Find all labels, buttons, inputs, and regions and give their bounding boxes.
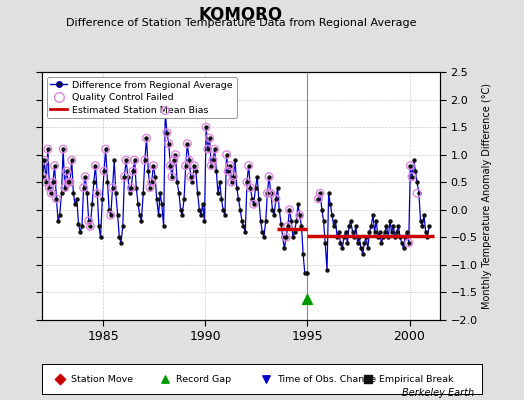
Point: [127, 184, 135, 191]
Point: [68, 157, 76, 163]
Text: Record Gap: Record Gap: [176, 374, 231, 384]
Point: [86, 223, 94, 230]
Legend: Difference from Regional Average, Quality Control Failed, Estimated Station Mean: Difference from Regional Average, Qualit…: [47, 77, 236, 118]
Point: [106, 212, 115, 218]
Point: [227, 179, 236, 186]
Point: [163, 130, 171, 136]
Point: [39, 174, 47, 180]
Point: [66, 179, 74, 186]
Point: [146, 184, 154, 191]
Point: [47, 190, 56, 196]
Point: [102, 146, 110, 152]
Point: [203, 146, 212, 152]
Point: [209, 157, 217, 163]
Point: [40, 157, 49, 163]
Point: [267, 190, 275, 196]
Point: [211, 146, 219, 152]
Point: [100, 168, 108, 174]
Point: [190, 162, 199, 169]
Point: [263, 190, 271, 196]
Point: [130, 157, 139, 163]
Point: [81, 174, 90, 180]
Point: [122, 157, 130, 163]
Point: [282, 234, 290, 240]
Point: [314, 196, 323, 202]
Point: [56, 376, 64, 382]
Point: [187, 174, 195, 180]
Point: [80, 184, 88, 191]
Point: [143, 135, 151, 141]
Point: [93, 190, 102, 196]
Point: [149, 162, 158, 169]
Point: [243, 179, 251, 186]
Point: [283, 223, 292, 230]
Point: [408, 174, 416, 180]
Point: [207, 162, 215, 169]
Point: [84, 218, 93, 224]
Text: Empirical Break: Empirical Break: [379, 374, 453, 384]
Point: [59, 146, 68, 152]
Point: [229, 174, 237, 180]
Point: [246, 184, 255, 191]
Point: [52, 196, 61, 202]
Point: [205, 135, 214, 141]
Point: [224, 168, 232, 174]
Point: [202, 124, 210, 130]
Point: [222, 152, 231, 158]
Point: [91, 162, 100, 169]
Point: [165, 140, 173, 147]
Point: [45, 184, 53, 191]
Text: KOMORO: KOMORO: [199, 6, 283, 24]
Point: [108, 184, 117, 191]
Point: [161, 376, 169, 382]
Point: [161, 107, 169, 114]
Text: Time of Obs. Change: Time of Obs. Change: [277, 374, 377, 384]
Point: [185, 157, 193, 163]
Point: [129, 168, 137, 174]
Point: [166, 162, 174, 169]
Point: [406, 162, 414, 169]
Y-axis label: Monthly Temperature Anomaly Difference (°C): Monthly Temperature Anomaly Difference (…: [482, 83, 492, 309]
Point: [405, 240, 413, 246]
Point: [364, 376, 372, 382]
Point: [262, 376, 270, 382]
Point: [42, 179, 50, 186]
Point: [244, 162, 253, 169]
Point: [296, 212, 304, 218]
Point: [316, 190, 324, 196]
Point: [171, 152, 180, 158]
Point: [226, 162, 234, 169]
Point: [64, 179, 72, 186]
Point: [61, 184, 69, 191]
Point: [43, 146, 52, 152]
Point: [183, 140, 191, 147]
Point: [168, 174, 176, 180]
Point: [147, 179, 156, 186]
Point: [285, 206, 293, 213]
Point: [62, 168, 71, 174]
Point: [272, 196, 280, 202]
Text: Difference of Station Temperature Data from Regional Average: Difference of Station Temperature Data f…: [66, 18, 416, 28]
Point: [265, 174, 273, 180]
Text: Berkeley Earth: Berkeley Earth: [402, 388, 474, 398]
Point: [49, 179, 57, 186]
Point: [249, 201, 258, 208]
Point: [413, 190, 421, 196]
Text: Station Move: Station Move: [71, 374, 133, 384]
Point: [303, 296, 312, 302]
Point: [50, 162, 59, 169]
Point: [120, 174, 128, 180]
Point: [140, 157, 149, 163]
Point: [170, 157, 178, 163]
Point: [181, 162, 190, 169]
